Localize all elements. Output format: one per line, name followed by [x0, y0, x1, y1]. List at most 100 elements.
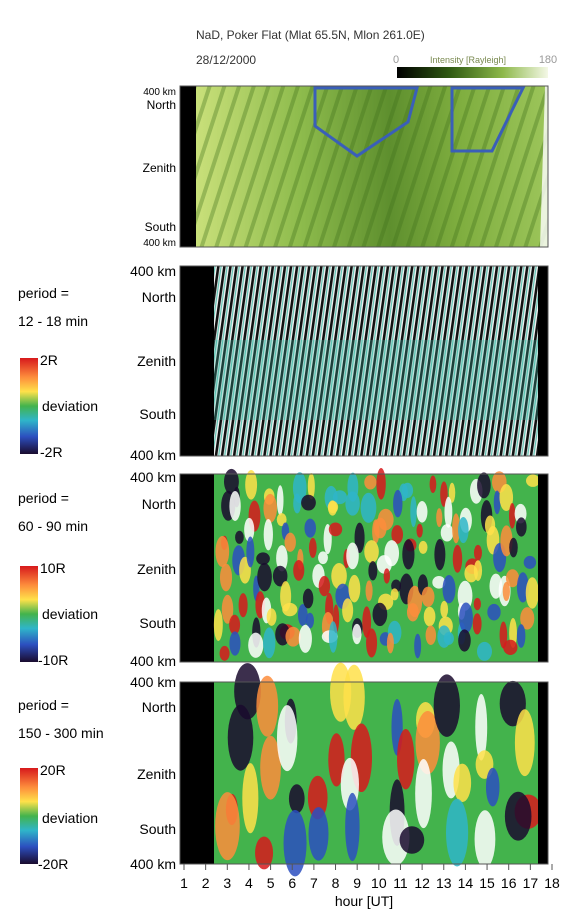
pattern-blob [516, 517, 527, 537]
pattern-blob [305, 612, 315, 629]
pattern-blob [384, 540, 400, 567]
pattern-blob [526, 474, 540, 487]
pattern-blob [414, 633, 422, 659]
pattern-blob [346, 542, 359, 570]
pattern-blob [213, 609, 223, 641]
pattern-blob [520, 607, 535, 630]
pattern-blob [487, 603, 501, 621]
pattern-blob [256, 552, 270, 565]
pattern-blob [432, 575, 446, 589]
pattern-blob [457, 580, 473, 611]
pattern-blob [238, 593, 248, 618]
pattern-blob [297, 604, 308, 627]
pattern-blob [440, 524, 454, 542]
pattern-blob [285, 626, 301, 647]
pattern-blob [293, 493, 302, 514]
pattern-blob [345, 491, 360, 516]
filtered-3-colorbar-max: 20R [40, 762, 66, 778]
pattern-blob [366, 628, 378, 658]
pattern-blob [373, 517, 387, 539]
pattern-blob [248, 632, 264, 658]
pattern-blob [219, 563, 233, 592]
filtered-panel-3 [179, 662, 549, 877]
pattern-blob [244, 517, 255, 542]
x-tick-label: 18 [544, 875, 560, 891]
pattern-blob [223, 468, 239, 495]
filtered-2-frame [179, 473, 549, 663]
x-tick-label: 8 [332, 875, 340, 891]
x-tick-label: 5 [267, 875, 275, 891]
pattern-blob [298, 624, 312, 653]
pattern-blob [391, 525, 404, 544]
pattern-blob [386, 632, 394, 654]
filtered-panel-2 [179, 467, 549, 663]
pattern-blob [343, 664, 365, 730]
keogram-tick-north: North [147, 98, 176, 112]
filtered-2-colorbar-min: -10R [38, 652, 68, 668]
pattern-blob [372, 602, 388, 627]
filtered-1-frame [179, 265, 549, 457]
pattern-blob [429, 475, 437, 494]
x-tick-label: 14 [458, 875, 474, 891]
x-tick-label: 1 [180, 875, 188, 891]
filtered-3-tick-south: South [139, 821, 176, 837]
filtered-1-colorbar-max: 2R [40, 352, 58, 368]
pattern-blob [376, 467, 386, 500]
pattern-blob [276, 545, 288, 572]
filtered-2-colorbar-max: 10R [40, 560, 66, 576]
filtered-2-period-range: 60 - 90 min [18, 518, 88, 534]
x-tick-label: 16 [501, 875, 517, 891]
pattern-blob [393, 489, 403, 518]
filtered-1-tick-south: South [139, 406, 176, 422]
x-tick-label: 3 [223, 875, 231, 891]
pattern-blob [421, 586, 435, 607]
pattern-blob [245, 470, 258, 500]
pattern-blob [282, 602, 298, 617]
pattern-blob [256, 675, 279, 737]
pattern-blob [360, 492, 377, 523]
pattern-blob [302, 588, 314, 609]
pattern-blob [476, 641, 493, 661]
pattern-blob [368, 561, 378, 581]
pattern-blob [415, 710, 440, 775]
pattern-blob [415, 759, 432, 829]
x-tick-label: 10 [371, 875, 387, 891]
filtered-3-tick-north: North [142, 699, 176, 715]
pattern-blob [514, 709, 535, 777]
pattern-blob [276, 485, 284, 516]
filtered-3-period-label: period = [18, 697, 69, 713]
filtered-1-colorbar-min: -2R [40, 444, 63, 460]
filtered-2-tick-zenith: Zenith [137, 561, 176, 577]
pattern-blob [301, 494, 316, 511]
keogram-y-ticks: 400 km North Zenith South 400 km [143, 87, 176, 249]
pattern-blob [390, 588, 399, 601]
pattern-blob [328, 621, 338, 653]
filtered-1-tick-top: 400 km [130, 263, 176, 279]
pattern-blob [502, 582, 510, 601]
pattern-blob [229, 631, 241, 656]
pattern-blob [509, 537, 518, 558]
pattern-blob [263, 627, 276, 659]
pattern-blob [345, 792, 360, 862]
filtered-2-labels: period = 60 - 90 min 10R deviation -10R … [18, 469, 176, 669]
filtered-2-colorbar-mid: deviation [42, 606, 98, 622]
pattern-blob [293, 560, 305, 581]
pattern-blob [242, 763, 259, 834]
intensity-colorbar [397, 67, 548, 78]
pattern-blob [260, 735, 281, 800]
pattern-blob [459, 602, 473, 634]
pattern-blob [288, 784, 305, 814]
pattern-blob [425, 625, 437, 645]
pattern-blob [383, 568, 390, 584]
pattern-blob [423, 606, 436, 627]
pattern-blob [276, 705, 298, 772]
filtered-1-tick-north: North [142, 289, 176, 305]
pattern-blob [440, 481, 448, 507]
x-axis-label: hour [UT] [335, 893, 393, 909]
pattern-blob [485, 767, 500, 807]
pattern-blob [525, 577, 539, 609]
pattern-blob [332, 490, 347, 505]
pattern-blob [229, 614, 241, 635]
pattern-blob [382, 809, 410, 866]
pattern-blob [448, 482, 456, 503]
